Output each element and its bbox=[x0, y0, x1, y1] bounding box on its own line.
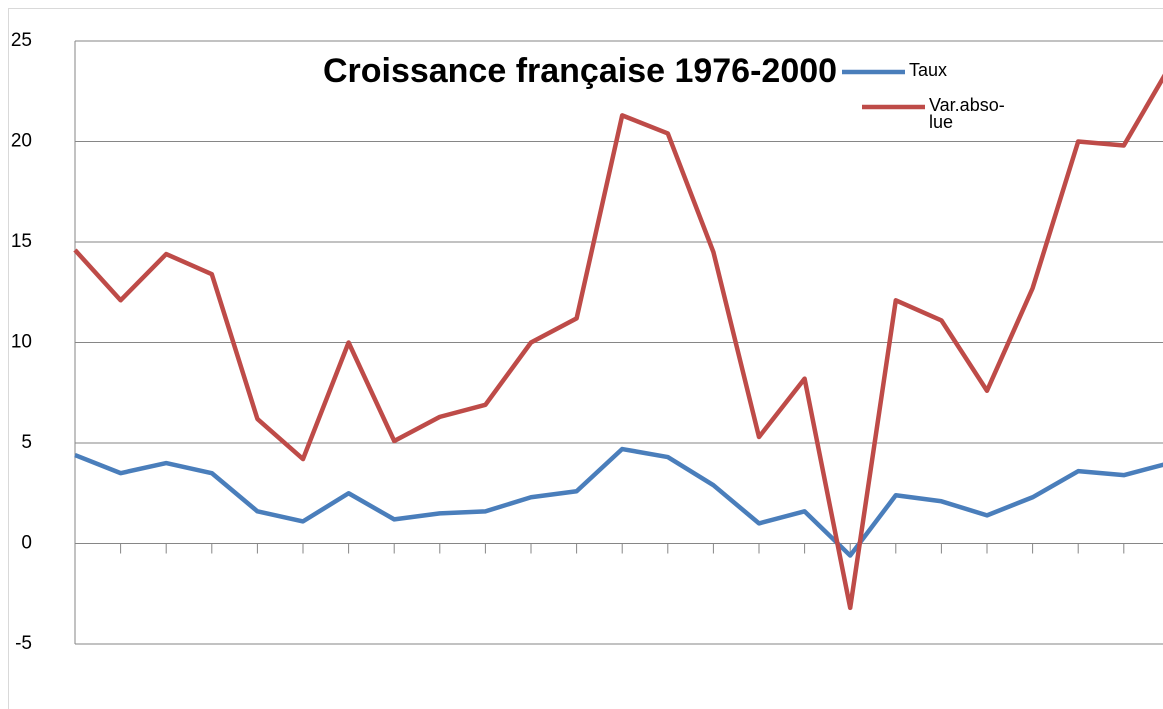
legend-label: Taux bbox=[909, 62, 948, 80]
y-tick-label: 25 bbox=[11, 30, 32, 51]
series-line bbox=[73, 73, 1163, 611]
y-tick-label: 0 bbox=[21, 533, 32, 554]
legend-label: Var.abso-lue bbox=[929, 97, 1005, 132]
y-tick-label: -5 bbox=[15, 633, 32, 654]
y-tick-label: 20 bbox=[11, 131, 32, 152]
legend-label-box: Var.abso-lue bbox=[929, 97, 1005, 132]
y-tick-label: 5 bbox=[21, 432, 32, 453]
chart-border bbox=[8, 8, 1163, 709]
legend-label-box: Taux bbox=[909, 62, 948, 80]
chart-title: Croissance française 1976-2000 bbox=[323, 52, 837, 90]
y-tick-label: 10 bbox=[11, 332, 32, 353]
series-line bbox=[74, 446, 1163, 558]
y-tick-label: 15 bbox=[11, 231, 32, 252]
